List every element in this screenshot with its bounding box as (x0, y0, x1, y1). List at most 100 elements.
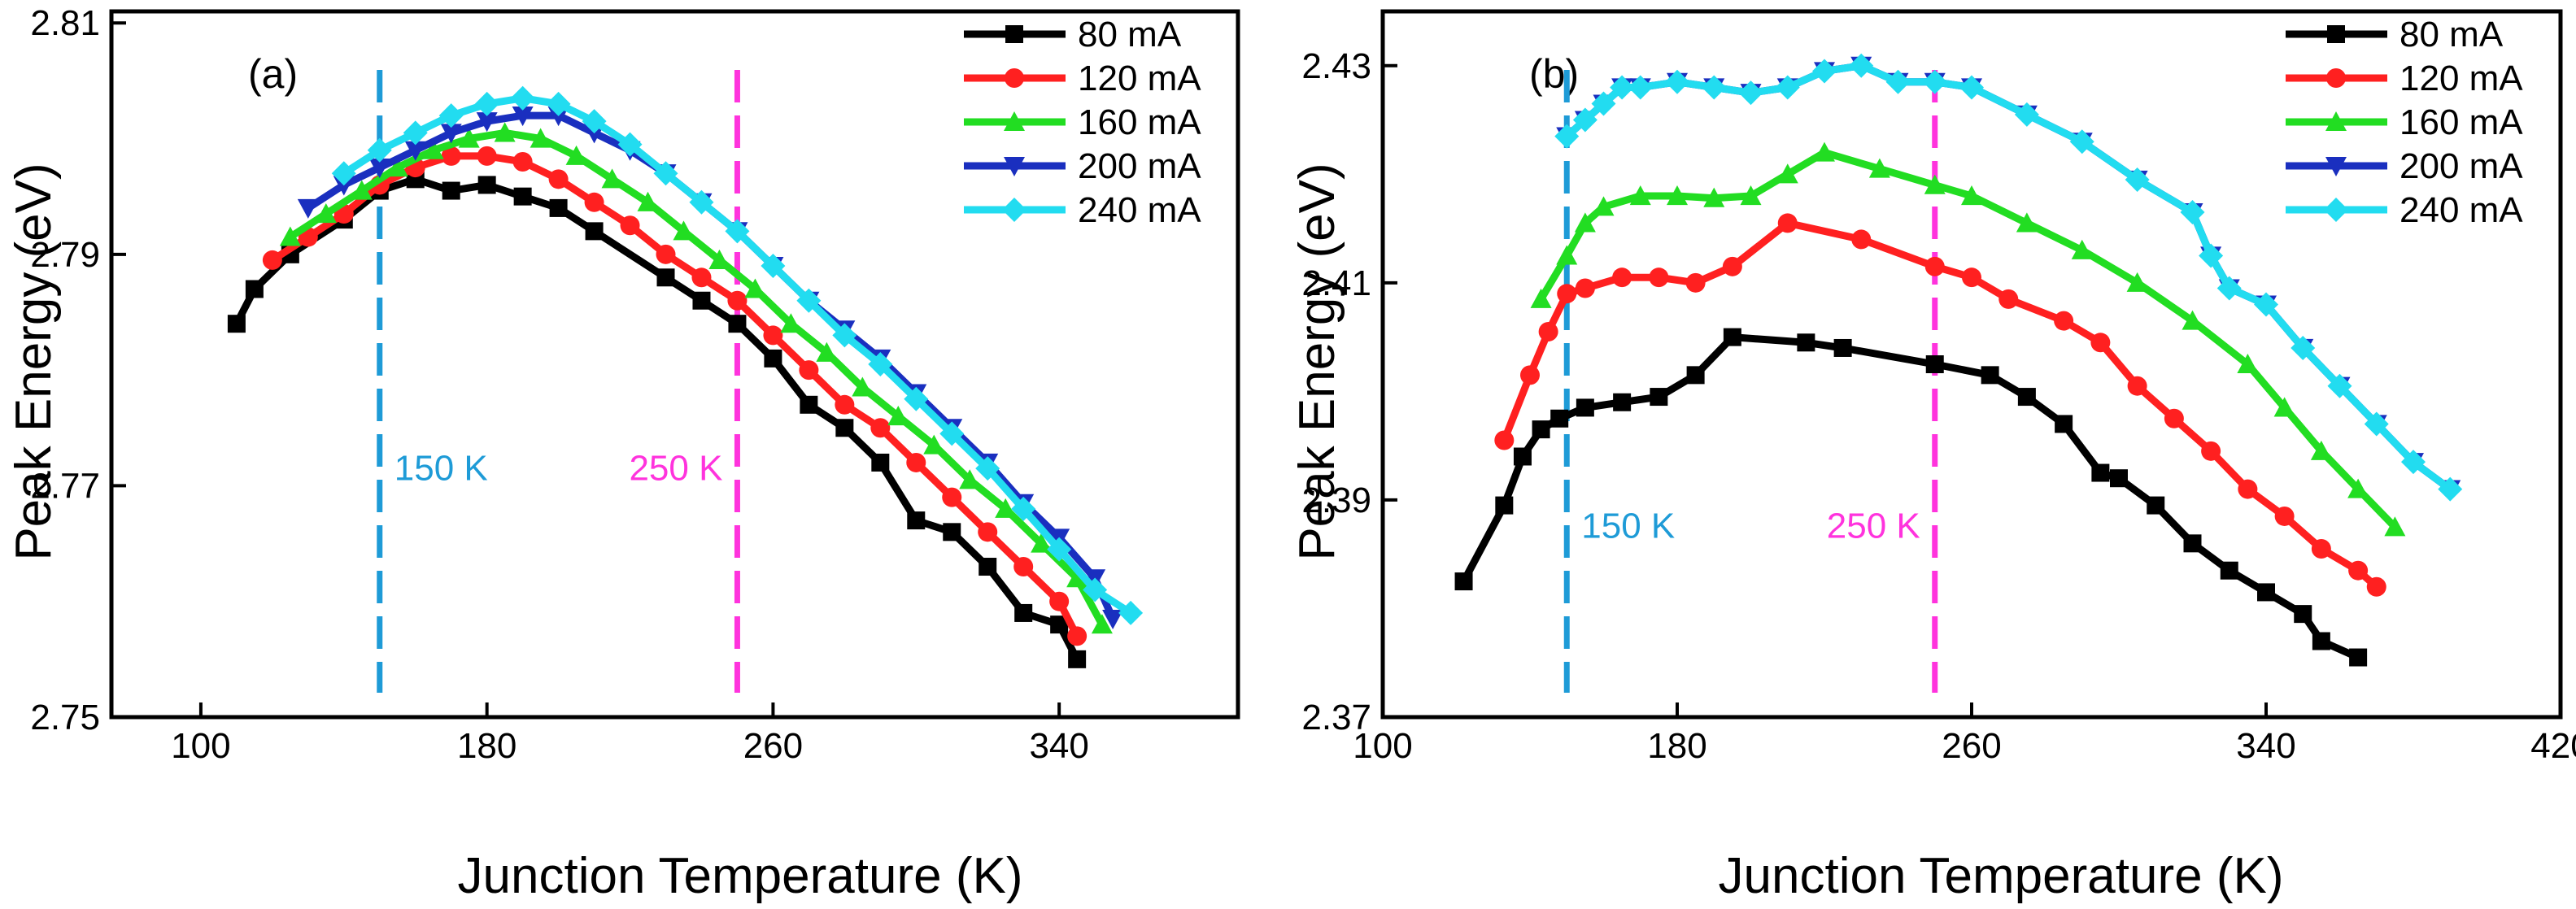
data-point (1554, 124, 1580, 149)
data-point (474, 91, 499, 116)
data-point (351, 180, 373, 200)
data-point (835, 394, 855, 415)
y-tick-label: 2.77 (30, 466, 100, 506)
data-point (2091, 463, 2110, 482)
legend-swatch-marker (2326, 68, 2346, 88)
reference-line-label: 250 K (629, 448, 722, 488)
data-point (1628, 75, 1653, 100)
data-point (1572, 107, 1597, 133)
data-point (367, 137, 392, 163)
x-axis-title: Junction Temperature (K) (1719, 848, 2284, 904)
data-point (2216, 276, 2242, 301)
data-point (262, 250, 282, 270)
data-point (2055, 415, 2073, 433)
data-point (1961, 185, 1982, 206)
data-point (637, 191, 659, 211)
data-point (2384, 516, 2406, 537)
data-point (1066, 568, 1088, 588)
data-point (1014, 603, 1033, 622)
data-point (2257, 583, 2275, 602)
x-tick-label: 260 (1942, 726, 2001, 766)
data-point (799, 360, 819, 381)
legend-swatch-marker (2327, 25, 2345, 43)
reference-line-label: 250 K (1827, 507, 1920, 546)
data-point (438, 103, 464, 128)
data-point (476, 112, 498, 133)
data-point (1797, 333, 1815, 352)
legend-swatch-marker (2324, 198, 2348, 222)
data-point (1650, 388, 1668, 407)
data-point (656, 268, 675, 287)
data-point (816, 341, 838, 362)
data-point (796, 288, 822, 313)
data-point (1557, 284, 1577, 304)
data-point (868, 352, 893, 376)
data-point (331, 161, 356, 186)
data-point (2274, 506, 2295, 526)
data-point (458, 128, 480, 148)
y-tick-label: 2.81 (30, 3, 100, 43)
data-point (1703, 187, 1725, 207)
data-point (978, 522, 998, 542)
data-point (1556, 245, 1578, 265)
data-point (422, 139, 444, 159)
legend-label: 160 mA (2399, 102, 2523, 142)
x-tick-label: 180 (1647, 726, 1706, 766)
data-point (1574, 212, 1596, 233)
data-point (2237, 354, 2259, 374)
data-point (1629, 185, 1651, 206)
data-point (2199, 243, 2224, 268)
legend-swatch-marker (1002, 198, 1026, 222)
x-tick-label: 100 (1353, 726, 1412, 766)
data-point (477, 146, 497, 166)
data-point (2164, 408, 2184, 428)
data-point (744, 278, 766, 298)
data-point (852, 376, 874, 397)
data-point (1665, 69, 1689, 94)
y-axis-title: Peak Energy (eV) (6, 163, 62, 560)
data-point (1083, 577, 1108, 602)
legend-label: 160 mA (1078, 102, 1201, 142)
data-point (959, 469, 981, 489)
data-point (1610, 75, 1635, 100)
data-point (691, 267, 712, 288)
data-point (835, 419, 854, 437)
x-tick-label: 420 (2530, 726, 2576, 766)
data-point (333, 176, 355, 196)
data-point (2348, 560, 2369, 581)
y-tick-label: 2.75 (30, 698, 100, 737)
data-point (510, 85, 535, 111)
data-point (582, 109, 607, 134)
data-point (1740, 185, 1762, 206)
data-point (2366, 576, 2386, 597)
data-point (692, 291, 711, 310)
legend-label: 240 mA (2399, 190, 2523, 230)
data-point (943, 523, 961, 541)
y-tick-label: 2.79 (30, 235, 100, 275)
data-point (906, 452, 926, 472)
data-point (2294, 605, 2312, 624)
data-point (1613, 393, 1632, 411)
data-point (1047, 537, 1072, 562)
data-point (1833, 338, 1852, 357)
data-point (440, 124, 462, 144)
data-point (584, 192, 604, 212)
data-point (1812, 59, 1837, 84)
data-point (2327, 373, 2352, 398)
data-point (403, 120, 428, 146)
data-point (995, 498, 1017, 518)
data-point (1998, 289, 2019, 309)
data-point (1962, 267, 1981, 288)
data-point (904, 386, 929, 411)
data-point (2401, 450, 2426, 475)
data-point (1649, 267, 1669, 288)
data-point (1924, 174, 1946, 194)
legend-swatch-marker (2325, 156, 2347, 176)
data-point (673, 220, 695, 241)
panel-tag: (b) (1529, 51, 1579, 97)
data-point (1050, 615, 1069, 634)
data-point (442, 181, 460, 200)
plot-frame (1380, 9, 2563, 720)
legend-label: 240 mA (1078, 190, 1201, 230)
